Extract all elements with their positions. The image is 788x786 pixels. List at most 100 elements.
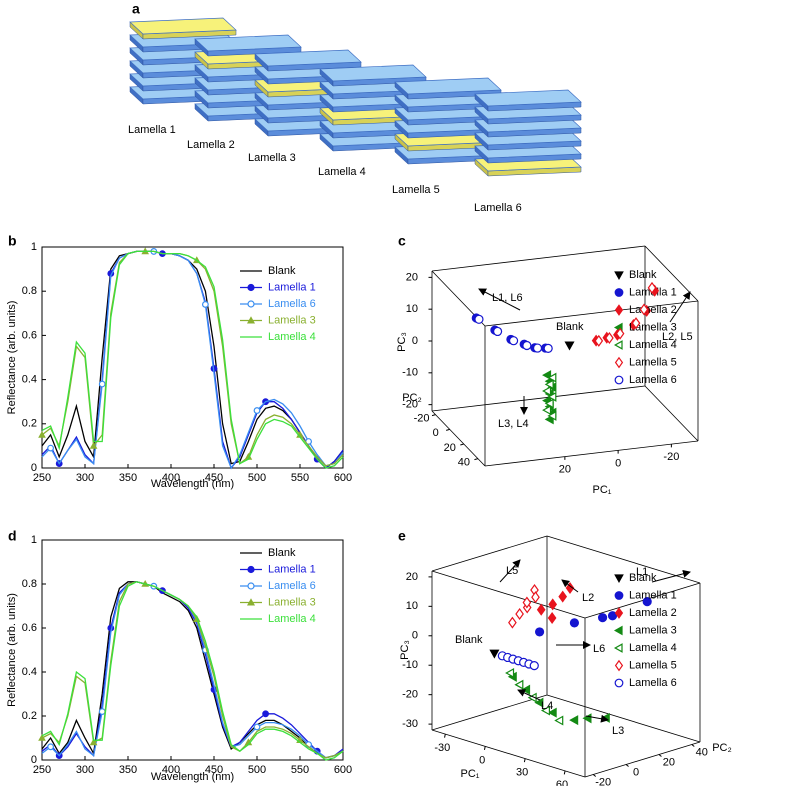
data-point xyxy=(554,715,564,726)
x-tick-label: 400 xyxy=(162,472,180,484)
data-point xyxy=(547,410,557,421)
x-tick xyxy=(563,770,566,775)
data-point xyxy=(253,407,261,414)
legend-label: Lamella 3 xyxy=(629,624,677,636)
data-point xyxy=(534,627,545,637)
data-point xyxy=(543,343,553,354)
x-tick xyxy=(483,746,486,750)
legend-marker xyxy=(246,316,256,324)
x-tick xyxy=(523,758,526,763)
data-point xyxy=(508,616,517,629)
legend-label: Lamella 1 xyxy=(268,563,316,575)
legend-label: Blank xyxy=(629,269,657,281)
annotation-arrow xyxy=(517,689,541,701)
annotation: L2 xyxy=(582,592,594,604)
z-tick-label: -10 xyxy=(402,367,418,379)
data-point xyxy=(515,607,524,621)
legend-marker xyxy=(614,591,624,600)
box-edge xyxy=(546,694,701,743)
y-axis-label: Reflectance (arb. units) xyxy=(6,593,18,707)
legend-label: Lamella 3 xyxy=(268,314,316,326)
legend-label: Blank xyxy=(268,265,296,277)
legend-marker xyxy=(613,340,623,350)
legend-marker xyxy=(613,625,623,636)
data-point xyxy=(600,712,610,723)
legend-label: Lamella 5 xyxy=(629,356,677,368)
x-tick-label: 600 xyxy=(334,472,352,484)
x-tick-label: 0 xyxy=(615,457,621,469)
data-point xyxy=(547,372,557,383)
legend-label: Lamella 1 xyxy=(629,589,677,601)
legend-marker xyxy=(247,582,255,590)
data-point xyxy=(98,380,106,388)
lamella-label: Lamella 2 xyxy=(187,139,235,151)
x-tick-label: 30 xyxy=(516,767,528,779)
data-point xyxy=(605,331,614,345)
box-edge xyxy=(584,582,701,619)
z-tick-label: 10 xyxy=(406,600,418,612)
x-tick-label: 300 xyxy=(76,764,94,776)
y-tick-label: -20 xyxy=(595,776,611,786)
y-tick-label: 0 xyxy=(31,462,37,474)
y-tick-label: -20 xyxy=(414,413,430,425)
annotation: L3 xyxy=(612,725,624,737)
data-point xyxy=(474,314,484,324)
legend-label: Lamella 5 xyxy=(629,659,677,671)
annotation-arrow xyxy=(651,569,691,583)
box-edge xyxy=(431,535,548,572)
data-point xyxy=(558,590,568,603)
x-tick-label: 250 xyxy=(33,764,51,776)
x-tick-label: -30 xyxy=(434,742,450,754)
x-axis-label: Wavelength (nm) xyxy=(151,478,234,490)
y-tick-label: 0.6 xyxy=(22,622,37,634)
x-axis-label: Wavelength (nm) xyxy=(151,771,234,783)
data-point xyxy=(547,707,557,718)
box-edge xyxy=(431,729,586,778)
data-point xyxy=(631,317,641,330)
x-tick-label: 550 xyxy=(291,764,309,776)
x-tick-label: 20 xyxy=(559,464,571,476)
z-axis-label: PC₃ xyxy=(396,332,408,352)
y-tick xyxy=(446,428,450,431)
z-tick-label: -20 xyxy=(402,399,418,411)
y-tick-label: 40 xyxy=(458,457,470,469)
legend-marker xyxy=(613,643,623,653)
data-point xyxy=(527,692,537,703)
data-point xyxy=(544,379,554,390)
box-edge xyxy=(546,535,701,584)
legend-label: Lamella 6 xyxy=(268,580,316,592)
legend-label: Lamella 6 xyxy=(629,677,677,689)
annotation: L6 xyxy=(593,643,605,655)
x-tick-label: 600 xyxy=(334,764,352,776)
y-tick xyxy=(460,443,464,446)
box-edge xyxy=(431,694,548,731)
x-tick-label: 450 xyxy=(205,472,223,484)
x-tick-label: 450 xyxy=(205,764,223,776)
plate-top xyxy=(129,17,237,35)
annotation: L1 xyxy=(636,566,648,578)
data-point xyxy=(529,661,539,671)
data-point xyxy=(547,391,557,402)
data-point xyxy=(548,598,558,611)
x-tick-label: 60 xyxy=(556,779,568,786)
annotation: L2, L5 xyxy=(662,331,693,343)
data-point xyxy=(615,327,625,340)
legend-label: Lamella 6 xyxy=(268,298,316,310)
lamella-label: Lamella 6 xyxy=(474,202,522,214)
box-edge xyxy=(431,245,646,272)
series-line xyxy=(41,250,344,469)
data-point xyxy=(89,738,98,746)
data-point xyxy=(38,430,46,438)
z-tick-label: 20 xyxy=(406,571,418,583)
annotation: L3, L4 xyxy=(498,418,529,430)
y-tick-label: 0.2 xyxy=(22,710,37,722)
data-point xyxy=(642,596,652,607)
panel-label: c xyxy=(398,233,406,249)
y-tick-label: 0.4 xyxy=(22,666,37,678)
legend-label: Lamella 6 xyxy=(629,374,677,386)
panel-label: d xyxy=(8,528,17,544)
y-axis-label: PC₂ xyxy=(402,392,422,404)
data-point xyxy=(639,303,649,316)
data-point xyxy=(547,611,557,625)
